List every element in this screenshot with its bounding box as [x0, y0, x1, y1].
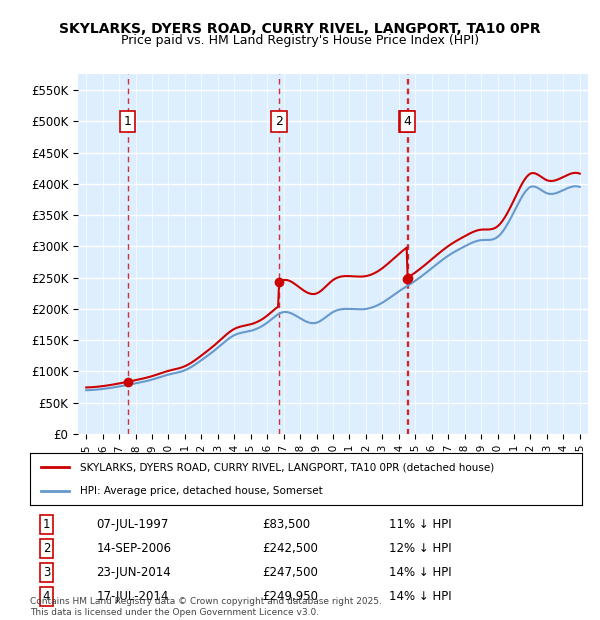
Text: SKYLARKS, DYERS ROAD, CURRY RIVEL, LANGPORT, TA10 0PR: SKYLARKS, DYERS ROAD, CURRY RIVEL, LANGP…	[59, 22, 541, 36]
Text: HPI: Average price, detached house, Somerset: HPI: Average price, detached house, Some…	[80, 485, 322, 495]
Text: 1: 1	[124, 115, 131, 128]
Text: 3: 3	[43, 566, 50, 579]
Text: Price paid vs. HM Land Registry's House Price Index (HPI): Price paid vs. HM Land Registry's House …	[121, 34, 479, 47]
Text: £242,500: £242,500	[262, 542, 318, 555]
Text: 07-JUL-1997: 07-JUL-1997	[96, 518, 169, 531]
Text: £83,500: £83,500	[262, 518, 310, 531]
Text: 11% ↓ HPI: 11% ↓ HPI	[389, 518, 451, 531]
Text: £247,500: £247,500	[262, 566, 318, 579]
Text: Contains HM Land Registry data © Crown copyright and database right 2025.
This d: Contains HM Land Registry data © Crown c…	[30, 598, 382, 617]
Text: SKYLARKS, DYERS ROAD, CURRY RIVEL, LANGPORT, TA10 0PR (detached house): SKYLARKS, DYERS ROAD, CURRY RIVEL, LANGP…	[80, 463, 494, 472]
Text: 1: 1	[43, 518, 50, 531]
Text: 2: 2	[275, 115, 283, 128]
Text: 17-JUL-2014: 17-JUL-2014	[96, 590, 169, 603]
Text: 12% ↓ HPI: 12% ↓ HPI	[389, 542, 451, 555]
Text: 2: 2	[43, 542, 50, 555]
Text: 4: 4	[43, 590, 50, 603]
Text: 14% ↓ HPI: 14% ↓ HPI	[389, 590, 451, 603]
Text: 4: 4	[404, 115, 412, 128]
Text: 3: 3	[403, 115, 410, 128]
Text: 14-SEP-2006: 14-SEP-2006	[96, 542, 171, 555]
Text: 14% ↓ HPI: 14% ↓ HPI	[389, 566, 451, 579]
Text: £249,950: £249,950	[262, 590, 318, 603]
Text: 23-JUN-2014: 23-JUN-2014	[96, 566, 171, 579]
